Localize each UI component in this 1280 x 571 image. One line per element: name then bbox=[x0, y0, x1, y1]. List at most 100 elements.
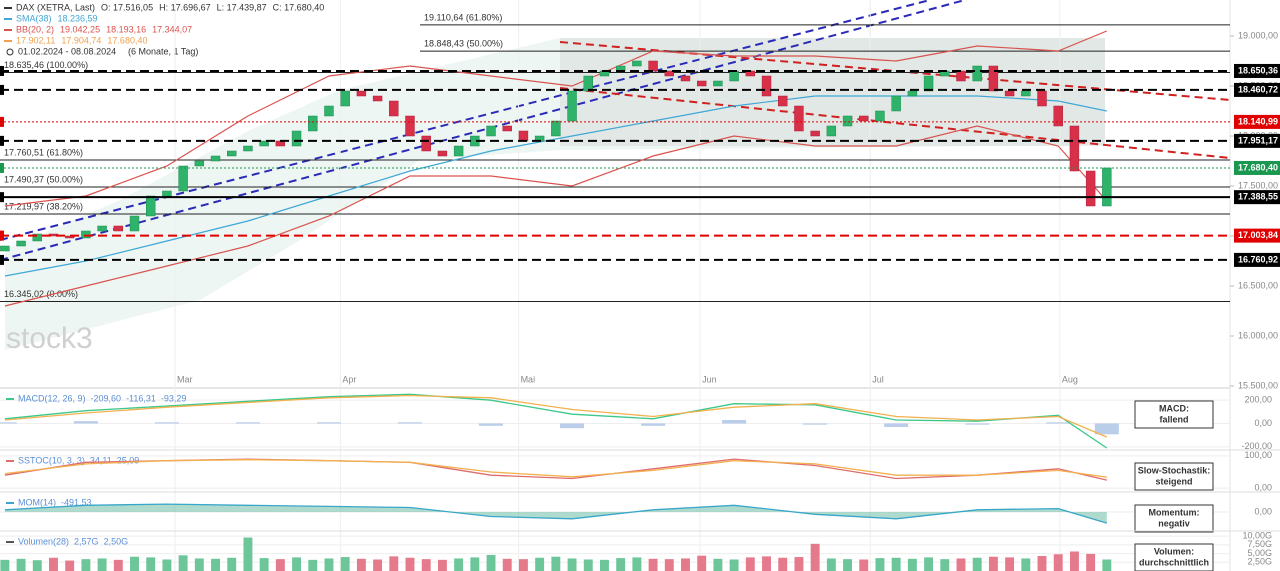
y-tick-label: 19.000,00 bbox=[1238, 30, 1278, 40]
level-marker bbox=[0, 135, 4, 146]
histogram-bar bbox=[803, 423, 828, 425]
y-tick-label: 17.500,00 bbox=[1238, 180, 1278, 190]
candle bbox=[308, 115, 318, 132]
candle bbox=[567, 90, 577, 122]
volume-bar bbox=[956, 558, 966, 571]
candle bbox=[1053, 105, 1063, 127]
level-box bbox=[1234, 114, 1280, 129]
level-box bbox=[1234, 133, 1280, 148]
level-label: 17.003,84 bbox=[1238, 230, 1278, 240]
volume-bar bbox=[924, 557, 934, 571]
legend-text: 17.904,74 bbox=[61, 35, 101, 45]
candle bbox=[81, 230, 91, 239]
candle bbox=[842, 115, 853, 127]
candle bbox=[1069, 125, 1080, 172]
candle bbox=[129, 215, 140, 232]
x-tick-label: Mar bbox=[177, 374, 193, 384]
indicator-line bbox=[4, 459, 1107, 478]
legend-swatch bbox=[4, 40, 12, 42]
panel-legend: -209,60 bbox=[91, 393, 122, 403]
panel-legend: Volumen(28) bbox=[18, 536, 69, 546]
candle bbox=[810, 130, 820, 137]
status-box bbox=[1134, 462, 1214, 491]
candle bbox=[210, 155, 221, 162]
candle bbox=[518, 130, 529, 142]
volume-bar bbox=[697, 555, 707, 571]
volume-bar bbox=[1037, 556, 1047, 571]
candle bbox=[761, 75, 772, 97]
volume-bar bbox=[405, 557, 415, 571]
legend-text: C: 17.680,40 bbox=[273, 2, 325, 12]
volume-bar bbox=[49, 557, 58, 571]
candle bbox=[632, 60, 642, 67]
level-label: 18.140,99 bbox=[1238, 116, 1278, 126]
candle bbox=[696, 80, 707, 87]
y-tick-label: 16.500,00 bbox=[1238, 280, 1278, 290]
y-tick-label: 0,00 bbox=[1254, 506, 1272, 516]
level-label: 16.760,92 bbox=[1238, 254, 1278, 264]
candle bbox=[356, 90, 367, 97]
histogram-bar bbox=[0, 422, 17, 424]
volume-bar bbox=[648, 558, 658, 571]
clock-icon bbox=[6, 48, 14, 56]
level-marker bbox=[0, 230, 4, 241]
indicator-line bbox=[4, 503, 1107, 524]
volume-bar bbox=[97, 558, 107, 571]
histogram-bar bbox=[965, 423, 990, 425]
candle bbox=[340, 90, 350, 107]
level-label: 17.951,17 bbox=[1238, 135, 1278, 145]
level-marker bbox=[0, 192, 4, 203]
fib-label: 17.490,37 (50.00%) bbox=[4, 174, 83, 184]
volume-bar bbox=[762, 556, 771, 571]
volume-bar bbox=[1069, 551, 1079, 571]
y-tick-label: 0,00 bbox=[1254, 483, 1272, 493]
status-box bbox=[1134, 504, 1214, 533]
status-value: negativ bbox=[1158, 518, 1190, 528]
histogram-bar bbox=[398, 422, 422, 424]
candle bbox=[680, 75, 691, 82]
level-label: 17.680,40 bbox=[1238, 162, 1278, 172]
volume-bar bbox=[535, 557, 545, 571]
histogram-bar bbox=[235, 422, 260, 424]
legend-text: L: 17.439,87 bbox=[217, 2, 267, 12]
candle bbox=[194, 160, 205, 167]
volume-bar bbox=[583, 559, 593, 571]
candle bbox=[713, 80, 723, 87]
histogram-bar bbox=[722, 419, 747, 424]
fib-label: 19.110,64 (61.80%) bbox=[424, 12, 502, 22]
volume-bar bbox=[373, 559, 383, 571]
overlay-line bbox=[4, 95, 1107, 277]
volume-bar bbox=[340, 557, 350, 571]
trend-line bbox=[559, 41, 1231, 101]
volume-bar bbox=[502, 558, 512, 571]
fib-label: 18.848,43 (50.00%) bbox=[424, 39, 503, 49]
volume-bar bbox=[470, 557, 480, 571]
candle bbox=[178, 165, 188, 192]
candle bbox=[923, 75, 934, 92]
candle bbox=[729, 70, 739, 82]
candle bbox=[162, 190, 172, 197]
legend-swatch bbox=[6, 502, 14, 504]
candle bbox=[859, 115, 869, 122]
panel-legend: MACD(12, 26, 9) bbox=[18, 393, 86, 403]
panel-legend: 34,11 bbox=[90, 455, 112, 465]
legend-text: H: 17.696,67 bbox=[159, 2, 211, 12]
histogram-bar bbox=[884, 423, 909, 427]
level-box bbox=[1234, 63, 1280, 78]
candle bbox=[502, 125, 512, 132]
volume-bar bbox=[891, 557, 901, 571]
legend-swatch bbox=[4, 29, 12, 31]
y-tick-label: 200,00 bbox=[1244, 395, 1272, 405]
volume-bar bbox=[778, 557, 788, 571]
level-marker bbox=[0, 254, 4, 265]
legend-text: BB(20, 2) bbox=[16, 24, 54, 34]
volume-bar bbox=[146, 557, 156, 571]
y-tick-label: 2,50G bbox=[1247, 557, 1272, 567]
volume-bar bbox=[1053, 554, 1063, 571]
volume-bar bbox=[810, 543, 820, 571]
candle bbox=[648, 60, 658, 72]
candle bbox=[486, 125, 496, 137]
volume-bar bbox=[745, 557, 755, 571]
candle bbox=[16, 240, 26, 247]
volume-bar bbox=[437, 559, 447, 571]
